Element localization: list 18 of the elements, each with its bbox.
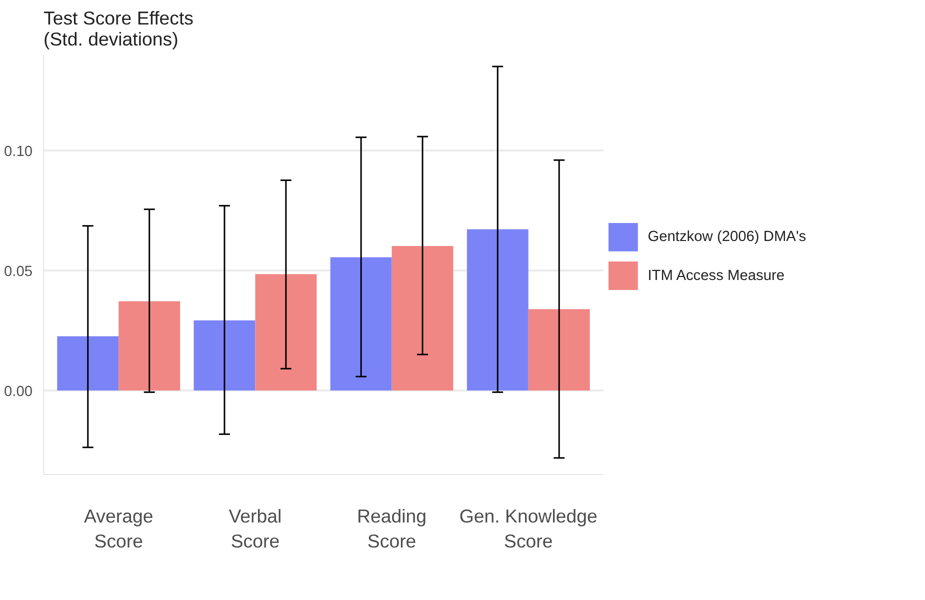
x-tick-label: Reading Score — [357, 506, 427, 552]
y-tick-label: 0.10 — [4, 144, 33, 160]
bar — [255, 274, 317, 390]
bar — [118, 301, 180, 390]
x-tick-label: Gen. Knowledge Score — [459, 506, 598, 552]
bar — [57, 336, 119, 390]
y-axis-title: Test Score Effects (Std. deviations) — [44, 8, 194, 50]
x-tick-label: Average Score — [84, 506, 154, 552]
bar — [392, 246, 454, 390]
y-tick-label: 0.05 — [4, 264, 33, 280]
bar — [330, 257, 392, 390]
bar — [194, 320, 256, 390]
x-tick-label: Verbal Score — [228, 506, 282, 552]
legend-label: Gentzkow (2006) DMA's — [648, 229, 806, 246]
legend-label: ITM Access Measure — [648, 268, 785, 284]
bar — [466, 229, 528, 390]
y-tick-label: 0.00 — [4, 384, 33, 400]
bar — [528, 309, 590, 390]
